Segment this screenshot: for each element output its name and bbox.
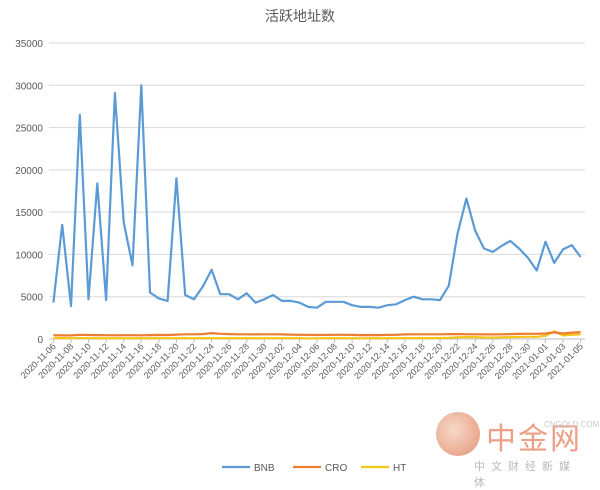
watermark-url: CNGOLD.COM.CN [544, 420, 600, 429]
series-line-bnb [52, 84, 582, 309]
series-layer [52, 84, 582, 340]
watermark-title: 中金网 [486, 422, 582, 457]
y-tick-label: 0 [37, 335, 43, 346]
y-tick-label: 10000 [15, 250, 43, 261]
y-tick-label: 15000 [15, 208, 43, 219]
series-line-ht [53, 330, 581, 340]
x-axis: 2020-11-062020-11-082020-11-102020-11-12… [19, 339, 585, 381]
y-tick-label: 5000 [21, 293, 44, 304]
watermark: 中金网 CNGOLD.COM.CN 中文财经新媒体 [436, 412, 600, 489]
legend-label-ht: HT [393, 463, 406, 474]
y-axis: 0 5000 10000 15000 20000 25000 30000 35000 [15, 39, 43, 346]
y-tick-label: 35000 [15, 39, 43, 50]
legend: BNB CRO HT [222, 463, 406, 474]
y-tick-label: 30000 [15, 81, 43, 92]
y-tick-label: 25000 [15, 124, 43, 135]
chart-title: 活跃地址数 [265, 9, 335, 25]
cngold-logo-icon [436, 412, 480, 456]
watermark-slogan: 中文财经新媒体 [474, 460, 576, 489]
series-line-cro [53, 331, 581, 337]
y-tick-label: 20000 [15, 166, 43, 177]
legend-label-bnb: BNB [254, 463, 275, 474]
legend-label-cro: CRO [325, 463, 347, 474]
gridlines [49, 42, 585, 340]
